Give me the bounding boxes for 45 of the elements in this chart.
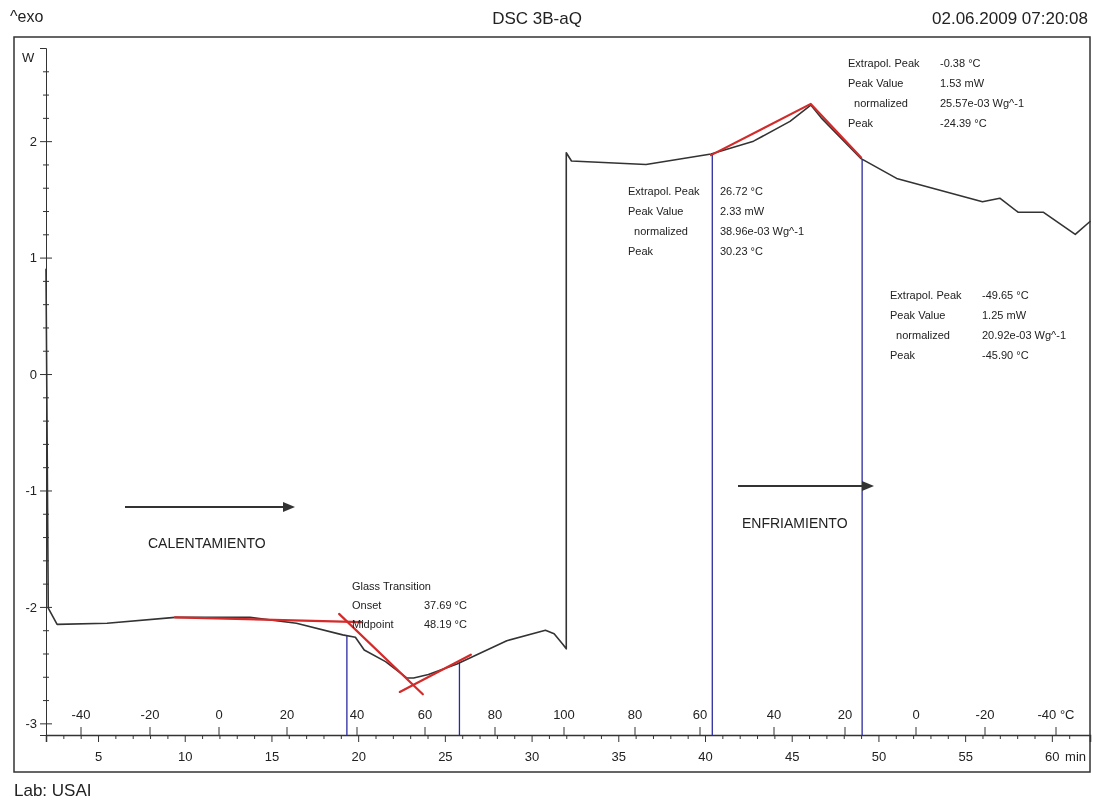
annotation: 20	[837, 707, 853, 722]
annotation: 60	[417, 707, 433, 722]
x-tick-label: 45	[784, 749, 800, 765]
annotation: CALENTAMIENTO	[148, 535, 266, 551]
y-tick-label: 2	[29, 133, 37, 149]
text: Glass Transition Onset 37.69 °C Midpoint 48.19 °C	[352, 580, 467, 630]
y-tick-label: -3	[25, 716, 37, 732]
y-tick-label: -1	[25, 483, 37, 499]
chart-title: DSC 3B-aQ	[492, 9, 582, 28]
annotation: -20	[975, 707, 995, 722]
annotation: 40	[766, 707, 782, 722]
annotation: ENFRIAMIENTO	[742, 515, 848, 531]
x-tick-label: 40	[698, 749, 713, 765]
x-tick-label: 5	[94, 749, 103, 765]
x-tick-label: 20	[351, 749, 366, 765]
x-tick-label: 55	[958, 749, 973, 765]
x-tick-label: 30	[524, 749, 540, 765]
annotation: 0	[215, 707, 223, 722]
text: 02.06.2009 07:20:08	[932, 9, 1088, 28]
x-tick-label: 50	[871, 749, 887, 765]
annotation: 80	[487, 707, 503, 722]
text: Extrapol. Peak 26.72 °C Peak Value 2.33 mW normalized 38.96e-03 Wg^-1 Peak 30.23 °C	[628, 185, 805, 257]
x-tick-label: 60	[1045, 749, 1060, 765]
text: Extrapol. Peak -49.65 °C Peak Value 1.25 mW normalized 20.92e-03 Wg^-1 Peak -45.90 °C	[890, 289, 1067, 361]
y-tick-label: 0	[29, 366, 37, 382]
text: Lab: USAI	[14, 781, 92, 800]
x-tick-label: 35	[611, 749, 627, 765]
annotation: 20	[279, 707, 295, 722]
x-tick-label: 10	[178, 749, 193, 765]
x-tick-label: 15	[264, 749, 280, 765]
annotation: -40 °C	[1037, 707, 1075, 722]
text: ^exo	[10, 8, 44, 25]
annotation: 0	[912, 707, 920, 722]
y-axis-title: W	[22, 50, 35, 65]
y-tick-label: 1	[29, 250, 37, 266]
x-tick-label: 25	[438, 749, 453, 765]
annotation: 40	[349, 707, 365, 722]
text: Extrapol. Peak -0.38 °C Peak Value 1.53 mW normalized 25.57e-03 Wg^-1 Peak -24.39 °C	[848, 57, 1025, 129]
annotation: 60	[692, 707, 708, 722]
x-axis-title: min	[1065, 749, 1086, 764]
annotation: 80	[627, 707, 643, 722]
y-tick-label: -2	[25, 599, 37, 615]
annotation: -20	[140, 707, 160, 722]
annotation: 100	[553, 707, 575, 722]
annotation: -40	[71, 707, 91, 722]
